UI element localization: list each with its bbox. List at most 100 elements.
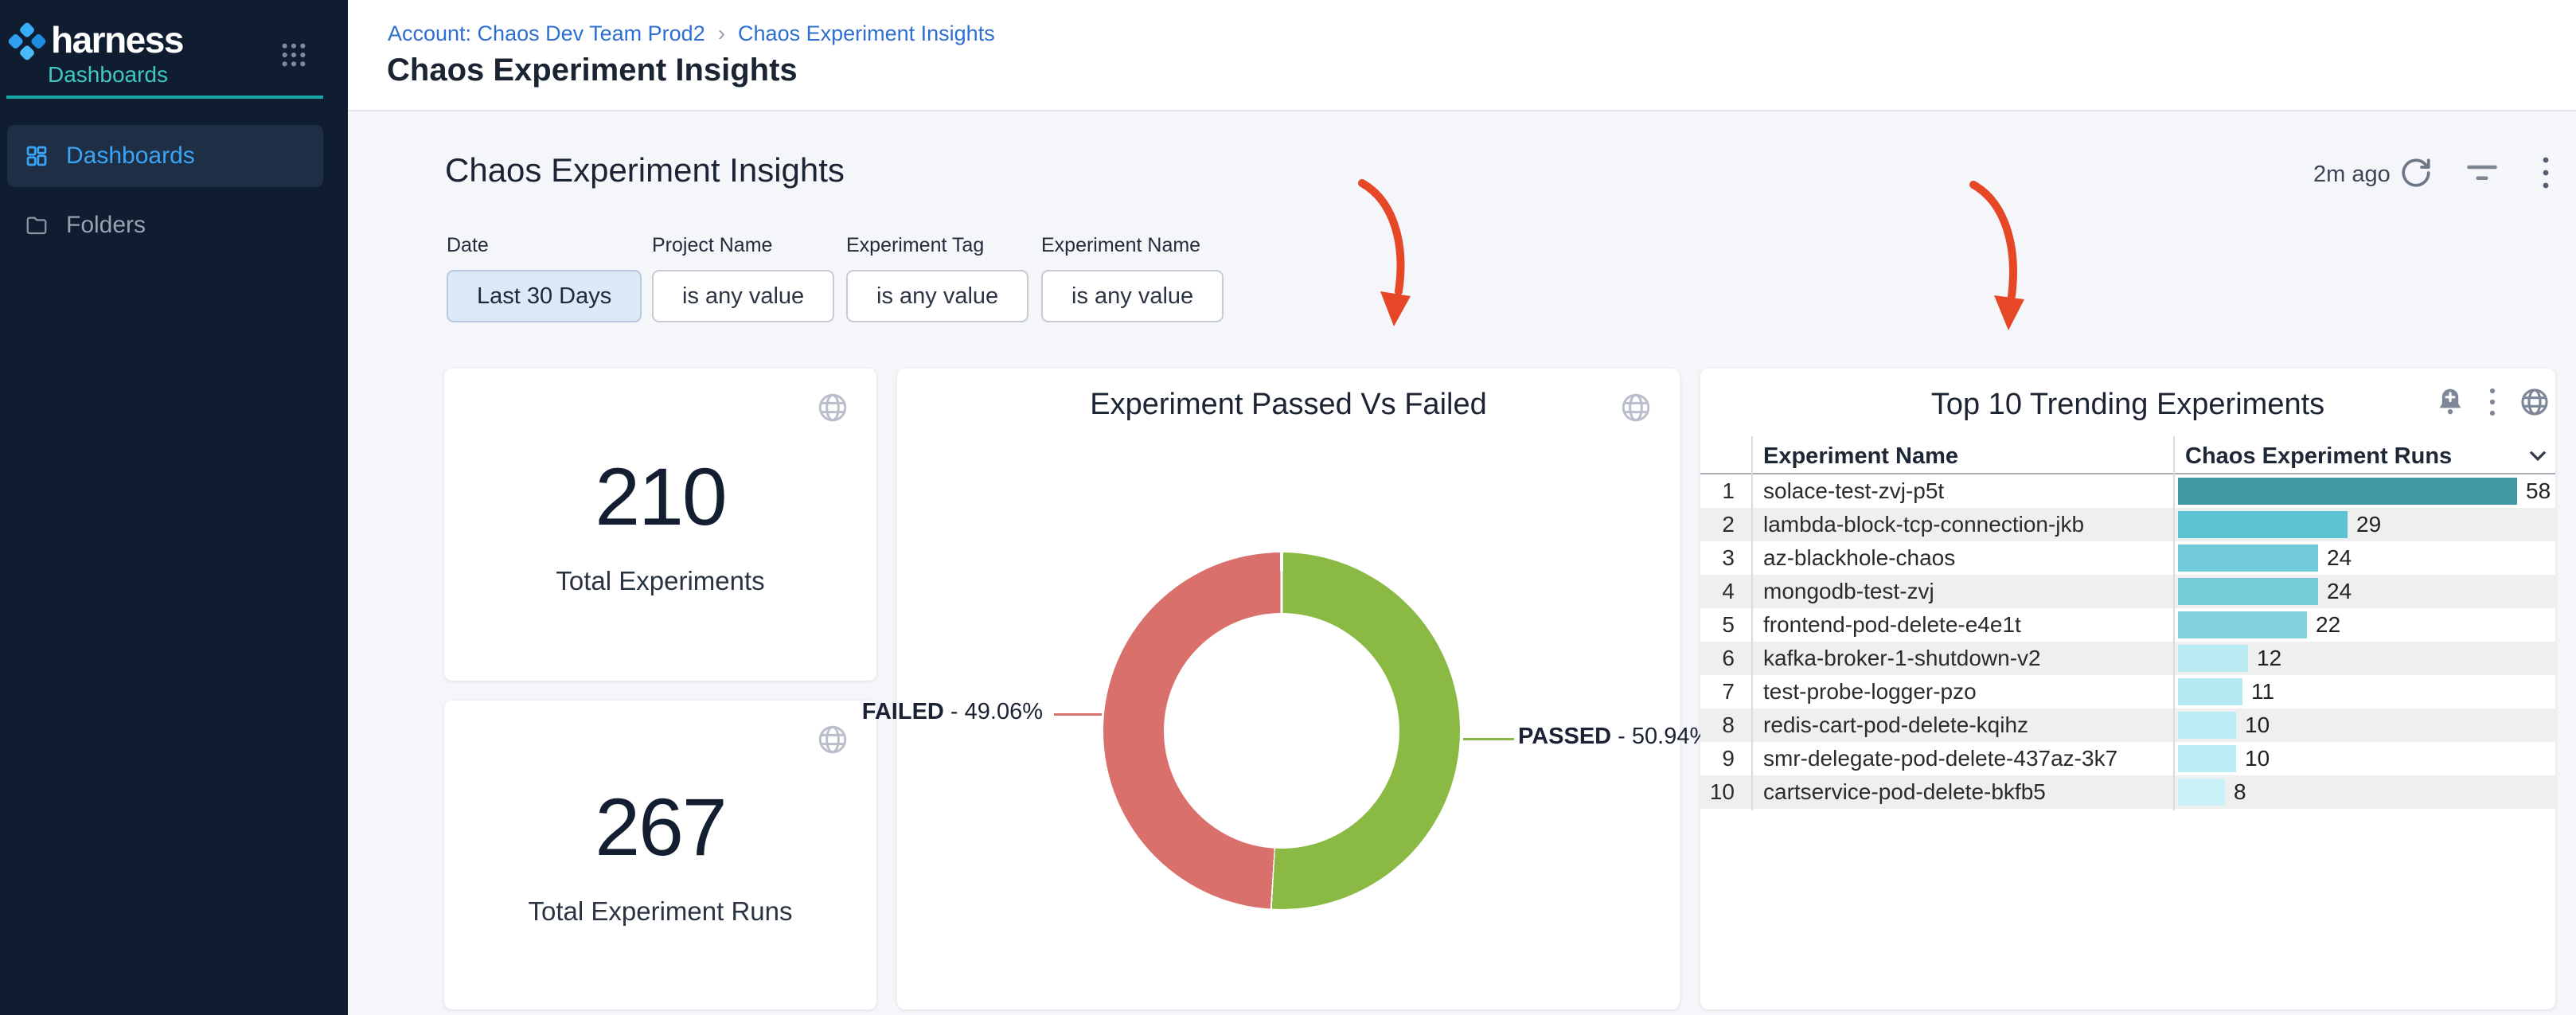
table-vertical-divider	[2173, 436, 2175, 810]
row-bar[interactable]	[2178, 645, 2248, 672]
row-experiment-name: frontend-pod-delete-e4e1t	[1763, 612, 2021, 637]
passed-segment-label: PASSED - 50.94%	[1518, 724, 1711, 749]
table-header-rule	[1700, 473, 2555, 474]
table-kebab-icon[interactable]	[2487, 386, 2498, 418]
table-row[interactable]: 4 mongodb-test-zvj 24	[1700, 575, 2555, 608]
filter-group-experiment-tag: Experiment Tag is any value	[846, 234, 1029, 322]
page-title: Chaos Experiment Insights	[387, 53, 798, 88]
chevron-down-icon[interactable]	[2528, 450, 2547, 463]
dashboard-actions-kebab-icon[interactable]	[2538, 154, 2554, 191]
breadcrumb-current-link[interactable]: Chaos Experiment Insights	[738, 21, 995, 45]
kpi-label: Total Experiment Runs	[528, 896, 793, 926]
row-experiment-name: mongodb-test-zvj	[1763, 579, 1934, 603]
row-run-count: 22	[2316, 612, 2341, 637]
row-run-count: 12	[2257, 646, 2282, 670]
row-rank: 9	[1722, 746, 1735, 771]
row-run-count: 10	[2245, 746, 2270, 771]
module-label: Dashboards	[48, 62, 168, 87]
row-run-count: 11	[2251, 679, 2275, 704]
sidebar-item-dashboards[interactable]: Dashboards	[7, 125, 323, 187]
row-bar-cell: 11	[2173, 678, 2555, 705]
row-rank: 4	[1722, 579, 1735, 603]
failed-connector-line	[1054, 713, 1102, 716]
donut-card-passed-vs-failed: Experiment Passed Vs Failed FAILED - 49.…	[862, 369, 1710, 1009]
row-bar-cell: 22	[2173, 611, 2555, 638]
refresh-icon[interactable]	[2399, 156, 2433, 189]
globe-icon[interactable]	[816, 391, 849, 424]
annotation-arrow-1	[1358, 179, 1411, 326]
row-rank: 3	[1722, 545, 1735, 570]
globe-icon[interactable]	[2519, 386, 2551, 418]
filter-value-experiment-tag[interactable]: is any value	[846, 270, 1029, 322]
column-header-experiment-name[interactable]: Experiment Name	[1763, 443, 1958, 469]
filter-value-experiment-name[interactable]: is any value	[1041, 270, 1224, 322]
filter-group-project-name: Project Name is any value	[652, 234, 835, 322]
filter-group-experiment-name: Experiment Name is any value	[1041, 234, 1224, 322]
row-bar[interactable]	[2178, 678, 2242, 705]
row-run-count: 24	[2327, 545, 2352, 570]
folder-icon	[26, 217, 47, 235]
row-bar-cell: 29	[2173, 511, 2555, 538]
row-bar[interactable]	[2178, 779, 2225, 806]
row-bar[interactable]	[2178, 478, 2517, 505]
row-bar-cell: 10	[2173, 712, 2555, 739]
row-bar[interactable]	[2178, 745, 2236, 772]
harness-logo: harness	[7, 21, 184, 61]
breadcrumb: Account: Chaos Dev Team Prod2 › Chaos Ex…	[388, 21, 995, 46]
column-header-chaos-experiment-runs[interactable]: Chaos Experiment Runs	[2185, 443, 2453, 469]
sidebar-item-folders[interactable]: Folders	[7, 194, 323, 256]
table-card-actions	[2434, 386, 2551, 418]
row-experiment-name: test-probe-logger-pzo	[1763, 679, 1977, 704]
row-rank: 7	[1722, 679, 1735, 704]
filter-label: Experiment Name	[1041, 234, 1201, 256]
sidebar-item-label: Dashboards	[66, 142, 195, 169]
table-row[interactable]: 8 redis-cart-pod-delete-kqihz 10	[1700, 709, 2555, 742]
table-row[interactable]: 7 test-probe-logger-pzo 11	[1700, 675, 2555, 709]
row-bar[interactable]	[2178, 511, 2348, 538]
row-experiment-name: redis-cart-pod-delete-kqihz	[1763, 712, 2029, 737]
table-row[interactable]: 9 smr-delegate-pod-delete-437az-3k7 10	[1700, 742, 2555, 775]
breadcrumb-account-link[interactable]: Account: Chaos Dev Team Prod2	[388, 21, 705, 45]
table-row[interactable]: 2 lambda-block-tcp-connection-jkb 29	[1700, 508, 2555, 541]
kpi-value: 210	[595, 451, 727, 542]
dashboard-filters-icon[interactable]	[2466, 164, 2498, 185]
alert-bell-plus-icon[interactable]	[2434, 386, 2466, 418]
last-refreshed-text: 2m ago	[2313, 162, 2391, 187]
row-bar-cell: 12	[2173, 645, 2555, 672]
row-bar-cell: 24	[2173, 578, 2555, 605]
globe-icon[interactable]	[816, 723, 849, 756]
row-experiment-name: lambda-block-tcp-connection-jkb	[1763, 512, 2085, 537]
table-row[interactable]: 6 kafka-broker-1-shutdown-v2 12	[1700, 642, 2555, 675]
row-bar[interactable]	[2178, 712, 2236, 739]
row-run-count: 58	[2526, 478, 2551, 503]
table-row[interactable]: 10 cartservice-pod-delete-bkfb5 8	[1700, 775, 2555, 809]
row-bar[interactable]	[2178, 611, 2307, 638]
annotation-arrow-2	[1969, 181, 2024, 330]
donut-chart[interactable]	[1103, 552, 1460, 909]
row-rank: 8	[1722, 712, 1735, 737]
row-run-count: 8	[2234, 779, 2246, 804]
filter-value-project-name[interactable]: is any value	[652, 270, 835, 322]
row-rank: 10	[1709, 779, 1735, 804]
dashboards-icon	[26, 146, 47, 166]
row-rank: 1	[1722, 478, 1735, 503]
table-row[interactable]: 5 frontend-pod-delete-e4e1t 22	[1700, 608, 2555, 642]
sidebar-divider	[6, 96, 323, 99]
filter-value-date[interactable]: Last 30 Days	[447, 270, 642, 322]
table-row[interactable]: 1 solace-test-zvj-p5t 58	[1700, 474, 2555, 508]
topbar: Account: Chaos Dev Team Prod2 › Chaos Ex…	[348, 0, 2576, 111]
table-row[interactable]: 3 az-blackhole-chaos 24	[1700, 541, 2555, 575]
row-run-count: 24	[2327, 579, 2352, 603]
table-rows: 1 solace-test-zvj-p5t 58 2 lambda-block-…	[1700, 474, 2555, 809]
row-bar[interactable]	[2178, 545, 2318, 572]
row-bar-cell: 24	[2173, 545, 2555, 572]
row-bar-cell: 8	[2173, 779, 2555, 806]
breadcrumb-separator: ›	[717, 21, 726, 45]
globe-icon[interactable]	[1619, 391, 1653, 424]
failed-segment-label: FAILED - 49.06%	[861, 699, 1043, 724]
table-vertical-divider	[1751, 436, 1753, 810]
module-switcher-grid-icon[interactable]	[280, 41, 307, 68]
row-experiment-name: kafka-broker-1-shutdown-v2	[1763, 646, 2041, 670]
row-bar[interactable]	[2178, 578, 2318, 605]
